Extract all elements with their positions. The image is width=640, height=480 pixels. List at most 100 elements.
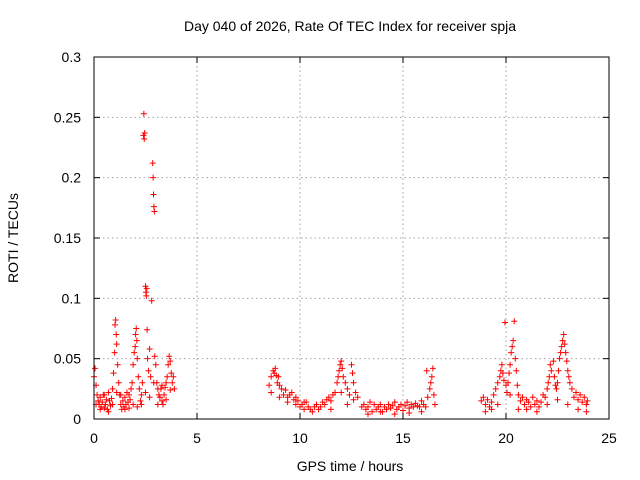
- data-point: [509, 343, 516, 350]
- x-tick-label: 15: [395, 430, 411, 446]
- data-point: [121, 406, 128, 413]
- data-point: [561, 341, 568, 348]
- data-point: [121, 394, 128, 401]
- data-point: [138, 391, 145, 398]
- y-tick-label: 0.25: [54, 109, 81, 125]
- data-point: [504, 389, 511, 396]
- data-point: [545, 379, 552, 386]
- data-point: [335, 373, 342, 380]
- data-point: [278, 385, 285, 392]
- data-point: [579, 399, 586, 406]
- data-point: [513, 367, 520, 374]
- data-point: [136, 385, 143, 392]
- data-point: [114, 361, 121, 368]
- data-point: [146, 346, 153, 353]
- data-point: [562, 349, 569, 356]
- data-point: [292, 394, 299, 401]
- y-tick-label: 0.15: [54, 230, 81, 246]
- data-point: [554, 379, 561, 386]
- data-point: [143, 285, 150, 292]
- data-point: [117, 391, 124, 398]
- data-point: [338, 358, 345, 365]
- data-point: [488, 406, 495, 413]
- data-point: [566, 379, 573, 386]
- data-point: [113, 389, 120, 396]
- ticks-layer: [93, 56, 610, 420]
- data-point: [132, 331, 139, 338]
- data-point: [133, 337, 140, 344]
- data-point: [350, 396, 357, 403]
- data-point: [426, 385, 433, 392]
- data-point: [558, 343, 565, 350]
- data-point: [494, 379, 501, 386]
- data-point: [350, 379, 357, 386]
- data-point: [334, 379, 341, 386]
- data-point: [112, 317, 119, 324]
- x-tick-label: 5: [193, 430, 201, 446]
- data-point: [339, 365, 346, 372]
- data-point: [141, 136, 148, 143]
- data-point: [577, 391, 584, 398]
- x-tick-label: 10: [292, 430, 308, 446]
- data-point: [391, 399, 398, 406]
- data-point: [158, 382, 165, 389]
- data-point: [575, 396, 582, 403]
- data-point: [288, 389, 295, 396]
- data-point: [560, 331, 567, 338]
- data-point: [505, 379, 512, 386]
- data-point: [583, 408, 590, 415]
- data-point: [553, 385, 560, 392]
- data-point: [337, 361, 344, 368]
- data-point: [581, 394, 588, 401]
- y-tick-label: 0.05: [54, 351, 81, 367]
- data-point: [276, 382, 283, 389]
- data-point: [142, 389, 149, 396]
- data-point: [301, 406, 308, 413]
- data-point: [162, 384, 169, 391]
- data-point: [547, 361, 554, 368]
- data-point: [410, 403, 417, 410]
- data-point: [568, 385, 575, 392]
- data-point: [129, 379, 136, 386]
- data-point: [519, 394, 526, 401]
- data-point: [101, 405, 108, 412]
- data-point: [137, 397, 144, 404]
- data-point: [150, 174, 157, 181]
- data-point: [482, 401, 489, 408]
- data-point: [163, 396, 170, 403]
- grid-layer: [94, 57, 609, 419]
- data-point: [490, 391, 497, 398]
- data-point: [268, 373, 275, 380]
- data-point: [313, 401, 320, 408]
- y-tick-label: 0: [73, 411, 81, 427]
- data-point: [130, 361, 137, 368]
- data-point: [527, 403, 534, 410]
- data-point: [132, 343, 139, 350]
- data-point: [115, 379, 122, 386]
- data-point: [105, 408, 112, 415]
- data-point: [564, 367, 571, 374]
- data-point: [354, 394, 361, 401]
- data-point: [542, 394, 549, 401]
- data-point: [377, 408, 384, 415]
- data-point: [511, 318, 518, 325]
- data-point: [156, 394, 163, 401]
- data-point: [336, 367, 343, 374]
- data-point: [138, 401, 145, 408]
- data-point: [391, 411, 398, 418]
- data-point: [147, 373, 154, 380]
- data-point: [418, 408, 425, 415]
- data-point: [169, 379, 176, 386]
- data-point: [352, 389, 359, 396]
- data-point: [131, 349, 138, 356]
- data-point: [158, 397, 165, 404]
- data-point: [535, 403, 542, 410]
- data-point: [170, 373, 177, 380]
- points-layer: [91, 110, 591, 418]
- data-point: [157, 385, 164, 392]
- data-point: [506, 370, 513, 377]
- data-point: [550, 358, 557, 365]
- data-point: [544, 385, 551, 392]
- data-point: [514, 382, 521, 389]
- data-point: [546, 373, 553, 380]
